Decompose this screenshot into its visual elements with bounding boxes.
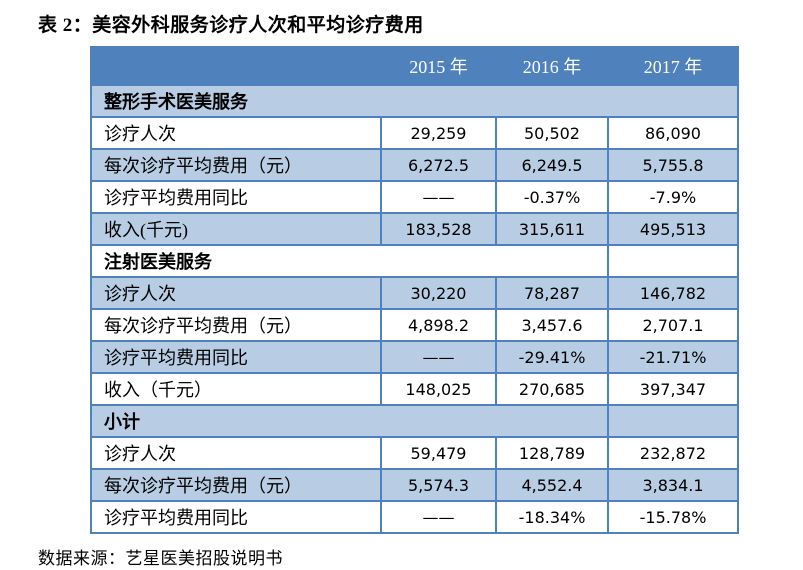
value-2016: 4,552.4 [495, 468, 609, 502]
value-2015: 148,025 [380, 372, 497, 406]
value-2017: 5,755.8 [607, 148, 739, 182]
table-row: 诊疗平均费用同比 —— -29.41% -21.71% [90, 340, 739, 374]
value-2015: —— [380, 180, 497, 214]
value-2016: 128,789 [495, 436, 609, 470]
section-header-row: 注射医美服务 [90, 244, 739, 278]
row-label: 收入（千元） [90, 372, 382, 406]
table-row: 诊疗人次 59,479 128,789 232,872 [90, 436, 739, 470]
header-row: 2015 年 2016 年 2017 年 [90, 46, 739, 86]
value-2017: 232,872 [607, 436, 739, 470]
table-row: 每次诊疗平均费用（元） 6,272.5 6,249.5 5,755.8 [90, 148, 739, 182]
row-label: 每次诊疗平均费用（元） [90, 148, 382, 182]
value-2017: 3,834.1 [607, 468, 739, 502]
section-header-row: 整形手术医美服务 [90, 84, 739, 118]
table-row: 诊疗平均费用同比 —— -0.37% -7.9% [90, 180, 739, 214]
row-label: 诊疗人次 [90, 116, 382, 150]
value-2015: —— [380, 340, 497, 374]
value-2016: -0.37% [495, 180, 609, 214]
table-row: 每次诊疗平均费用（元） 4,898.2 3,457.6 2,707.1 [90, 308, 739, 342]
value-2017: 397,347 [607, 372, 739, 406]
table-row: 收入(千元) 183,528 315,611 495,513 [90, 212, 739, 246]
value-2016: 315,611 [495, 212, 609, 246]
table-row: 诊疗人次 29,259 50,502 86,090 [90, 116, 739, 150]
row-label: 诊疗人次 [90, 436, 382, 470]
value-2016: 270,685 [495, 372, 609, 406]
table-row: 每次诊疗平均费用（元） 5,574.3 4,552.4 3,834.1 [90, 468, 739, 502]
value-2015: 5,574.3 [380, 468, 497, 502]
value-2017: 2,707.1 [607, 308, 739, 342]
section-title: 小计 [90, 404, 609, 438]
value-2016: 6,249.5 [495, 148, 609, 182]
table-row: 收入（千元） 148,025 270,685 397,347 [90, 372, 739, 406]
value-2017: 146,782 [607, 276, 739, 310]
value-2015: 30,220 [380, 276, 497, 310]
table-caption: 表 2：美容外科服务诊疗人次和平均诊疗费用 [38, 15, 424, 36]
empty-cell [607, 404, 739, 438]
value-2015: —— [380, 500, 497, 534]
table-row: 诊疗平均费用同比 —— -18.34% -15.78% [90, 500, 739, 534]
section-title: 注射医美服务 [90, 244, 609, 278]
header-cell-2017: 2017 年 [607, 46, 739, 86]
section-header-row: 小计 [90, 404, 739, 438]
value-2017: 495,513 [607, 212, 739, 246]
row-label: 收入(千元) [90, 212, 382, 246]
value-2017: -21.71% [607, 340, 739, 374]
table-row: 诊疗人次 30,220 78,287 146,782 [90, 276, 739, 310]
row-label: 诊疗平均费用同比 [90, 180, 382, 214]
section-title: 整形手术医美服务 [90, 84, 739, 118]
value-2016: -29.41% [495, 340, 609, 374]
value-2015: 29,259 [380, 116, 497, 150]
source-note: 数据来源：艺星医美招股说明书 [38, 549, 283, 568]
value-2017: 86,090 [607, 116, 739, 150]
header-cell-2016: 2016 年 [495, 46, 609, 86]
data-table: 2015 年 2016 年 2017 年 整形手术医美服务 诊疗人次 29,25… [90, 46, 739, 534]
row-label: 诊疗平均费用同比 [90, 500, 382, 534]
value-2015: 59,479 [380, 436, 497, 470]
header-cell-blank [90, 46, 382, 86]
value-2016: 50,502 [495, 116, 609, 150]
row-label: 诊疗人次 [90, 276, 382, 310]
value-2016: 3,457.6 [495, 308, 609, 342]
value-2015: 4,898.2 [380, 308, 497, 342]
value-2016: -18.34% [495, 500, 609, 534]
row-label: 诊疗平均费用同比 [90, 340, 382, 374]
value-2015: 6,272.5 [380, 148, 497, 182]
header-cell-2015: 2015 年 [380, 46, 497, 86]
value-2016: 78,287 [495, 276, 609, 310]
row-label: 每次诊疗平均费用（元） [90, 308, 382, 342]
value-2015: 183,528 [380, 212, 497, 246]
value-2017: -15.78% [607, 500, 739, 534]
value-2017: -7.9% [607, 180, 739, 214]
empty-cell [607, 244, 739, 278]
row-label: 每次诊疗平均费用（元） [90, 468, 382, 502]
